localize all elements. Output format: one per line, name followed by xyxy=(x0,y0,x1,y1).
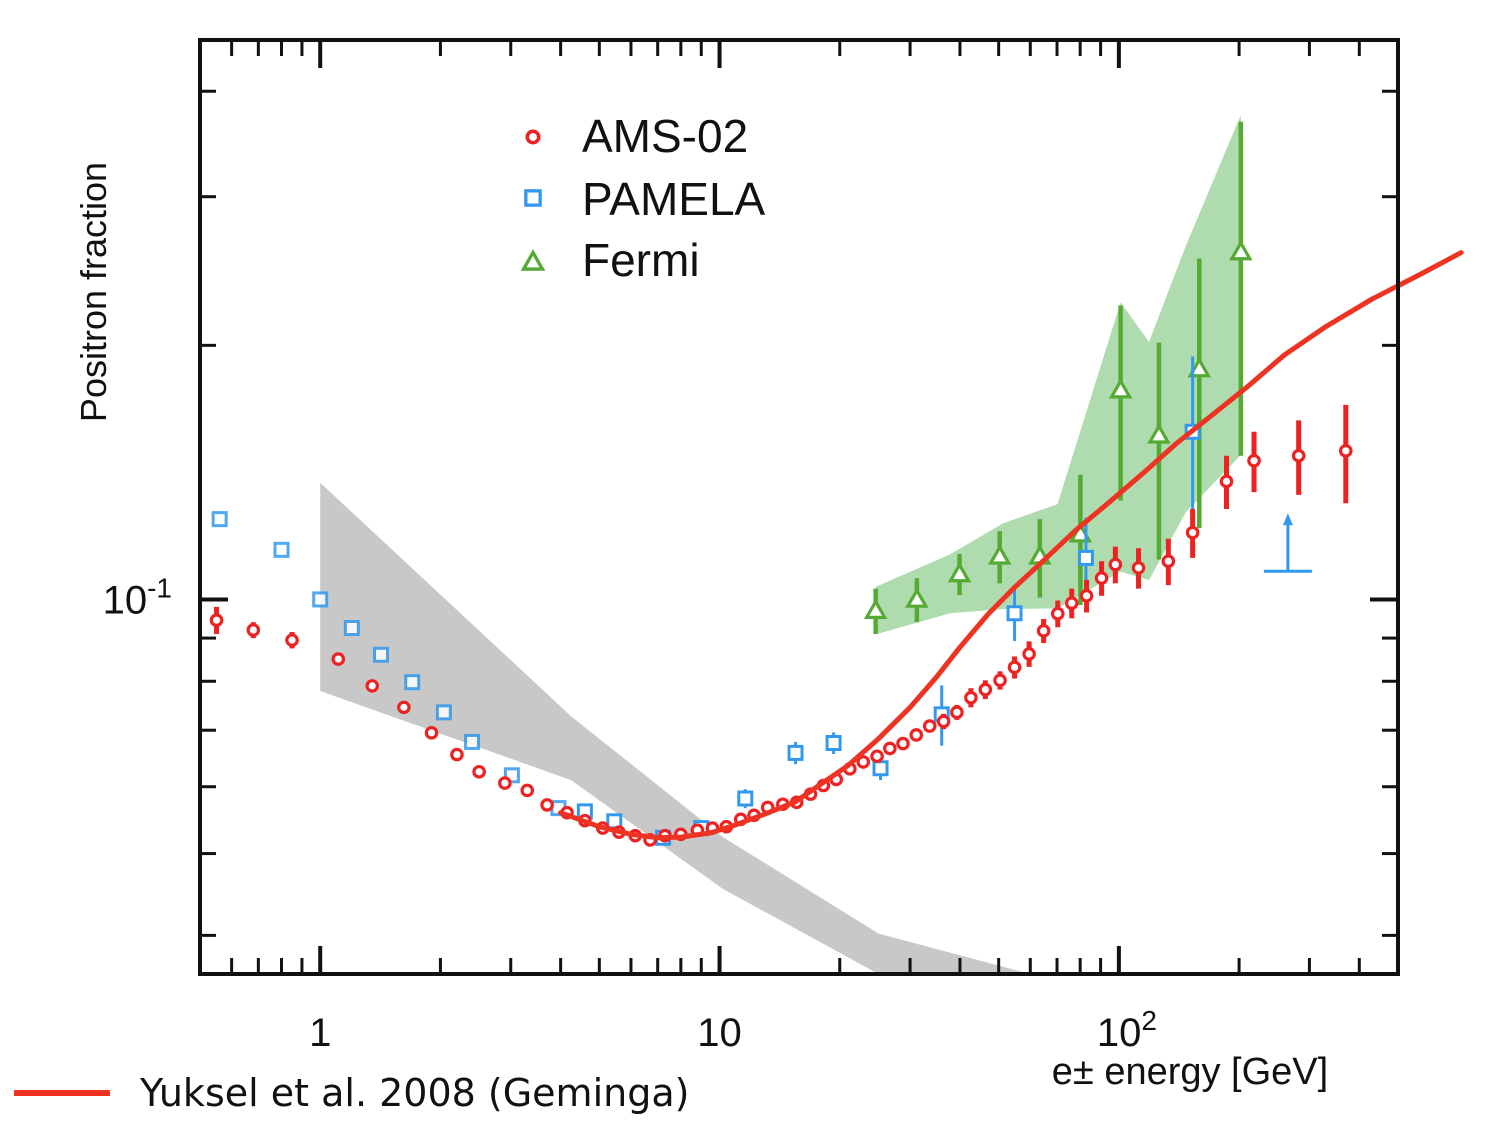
legend-marker-ams-02 xyxy=(525,129,541,145)
ams-02-point-32 xyxy=(856,755,871,769)
fermi-point-1 xyxy=(905,587,929,608)
ams-02-point-38 xyxy=(936,714,951,729)
pamela-point-17 xyxy=(872,760,889,777)
ams-02-point-47 xyxy=(1064,596,1079,610)
ams-02-point-6 xyxy=(424,726,439,740)
ams-02-point-42 xyxy=(993,673,1007,688)
pamela-point-7 xyxy=(464,733,481,750)
model-caption-text: Yuksel et al. 2008 (Geminga) xyxy=(139,1071,689,1115)
x-tick-label-102: 102 xyxy=(1097,1005,1157,1055)
ams-02-point-52 xyxy=(1161,554,1176,568)
ams-02-point-5 xyxy=(397,700,411,715)
legend: AMS-02 PAMELA Fermi xyxy=(520,110,766,286)
pamela-point-19 xyxy=(1006,605,1023,622)
ams-02-point-45 xyxy=(1036,624,1051,638)
plot-frame xyxy=(198,38,1400,976)
ams-02-point-35 xyxy=(896,736,910,751)
fermi-point-6 xyxy=(1108,377,1133,399)
ams-02-point-34 xyxy=(883,741,897,756)
pamela-point-6 xyxy=(435,704,452,721)
legend-marker-fermi xyxy=(520,249,546,271)
ams-02-point-44 xyxy=(1022,647,1036,661)
legend-marker-pamela xyxy=(524,189,542,207)
fermi-point-3 xyxy=(987,544,1012,565)
ams-02-point-49 xyxy=(1094,571,1109,585)
x-tick-label-1: 1 xyxy=(309,1011,331,1055)
ams-02-point-1 xyxy=(246,623,261,637)
pamela-point-1 xyxy=(273,541,290,558)
pamela-point-15 xyxy=(787,744,804,761)
ams-02-point-0 xyxy=(209,613,224,627)
ams-02-point-41 xyxy=(978,682,993,697)
ams-02-point-11 xyxy=(540,798,554,812)
pamela-point-5 xyxy=(404,674,421,691)
pamela-upper-limit-arrow xyxy=(1282,513,1293,526)
model-curve-geminga xyxy=(558,250,1464,841)
fermi-point-0 xyxy=(863,598,888,619)
ams-02-point-2 xyxy=(285,633,299,647)
ams-02-point-56 xyxy=(1291,448,1306,463)
ams-02-point-54 xyxy=(1219,474,1234,489)
ams-02-point-9 xyxy=(498,776,512,790)
pamela-point-0 xyxy=(211,511,228,528)
ams-02-point-3 xyxy=(331,652,346,666)
ams-02-point-33 xyxy=(870,749,884,764)
ams-02-point-43 xyxy=(1007,660,1022,675)
pamela-point-20 xyxy=(1077,549,1094,566)
fermi-point-9 xyxy=(1229,239,1253,261)
ams-02-point-57 xyxy=(1338,444,1353,458)
ams-02-point-40 xyxy=(964,690,978,705)
fermi-point-7 xyxy=(1147,423,1171,444)
model-caption: Yuksel et al. 2008 (Geminga) xyxy=(14,1071,689,1115)
y-tick-label-10-1-exponent: -1 xyxy=(147,572,172,603)
ams-02-point-39 xyxy=(950,705,964,720)
shaded-bands xyxy=(320,114,1241,974)
ams-02-point-8 xyxy=(472,764,486,779)
axis-ticks: 1 10 102 10-1 xyxy=(103,40,1400,1055)
pamela-point-4 xyxy=(373,646,390,663)
ams-02-point-37 xyxy=(922,719,937,733)
pamela-point-2 xyxy=(312,591,329,608)
x-axis-label: e± energy [GeV] xyxy=(1052,1051,1328,1093)
band-1 xyxy=(875,114,1241,635)
legend-label-ams02: AMS-02 xyxy=(582,110,748,162)
ams-02-point-53 xyxy=(1185,525,1200,540)
series-fermi xyxy=(863,121,1253,635)
ams-02-point-46 xyxy=(1050,606,1065,621)
fermi-point-8 xyxy=(1187,356,1212,378)
ams-02-point-7 xyxy=(450,747,464,762)
legend-label-pamela: PAMELA xyxy=(582,173,766,225)
ams-02-point-36 xyxy=(909,728,924,742)
x-tick-label-10: 10 xyxy=(697,1011,742,1055)
ams-02-point-55 xyxy=(1247,453,1261,468)
ams-02-point-48 xyxy=(1079,589,1094,603)
ams-02-point-10 xyxy=(520,783,535,798)
model-curve-layer xyxy=(558,250,1464,841)
y-tick-label-10-1: 10-1 xyxy=(103,572,172,622)
ams-02-point-51 xyxy=(1131,561,1146,575)
legend-label-fermi: Fermi xyxy=(582,234,700,286)
pamela-point-14 xyxy=(737,790,754,807)
pamela-point-16 xyxy=(825,735,842,752)
fermi-point-2 xyxy=(947,561,972,583)
x-tick-label-102-exponent: 2 xyxy=(1141,1005,1157,1036)
pamela-point-3 xyxy=(343,620,360,637)
band-0 xyxy=(320,482,1031,974)
ams-02-point-50 xyxy=(1108,557,1123,572)
y-axis-label: Positron fraction xyxy=(73,162,114,422)
ams-02-point-4 xyxy=(365,679,380,693)
